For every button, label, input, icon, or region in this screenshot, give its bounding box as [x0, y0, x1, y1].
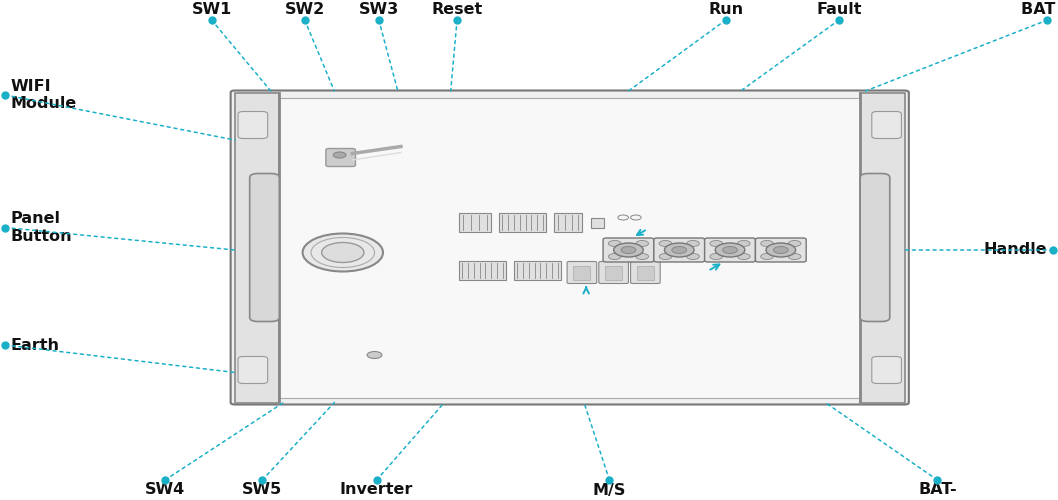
Bar [459, 260, 506, 280]
FancyBboxPatch shape [238, 112, 268, 138]
Circle shape [687, 240, 699, 246]
Text: SW2: SW2 [285, 2, 325, 18]
FancyBboxPatch shape [755, 238, 806, 262]
FancyBboxPatch shape [631, 262, 660, 283]
Circle shape [723, 246, 737, 254]
Circle shape [608, 240, 621, 246]
Text: Reset: Reset [432, 2, 482, 18]
FancyBboxPatch shape [250, 174, 279, 322]
FancyBboxPatch shape [705, 238, 755, 262]
Text: BAT +: BAT + [1021, 2, 1058, 18]
Circle shape [672, 246, 687, 254]
Text: Run: Run [708, 2, 744, 18]
Circle shape [761, 254, 773, 260]
FancyBboxPatch shape [599, 262, 628, 283]
Bar [554, 213, 582, 232]
Circle shape [659, 240, 672, 246]
Text: Panel
Button: Panel Button [11, 212, 72, 244]
Text: Handle: Handle [984, 242, 1047, 258]
Text: SW4: SW4 [145, 482, 185, 498]
Text: M/S: M/S [592, 482, 626, 498]
Circle shape [322, 242, 364, 262]
Bar [279, 98, 860, 398]
Circle shape [773, 246, 788, 254]
Bar [514, 260, 561, 280]
Text: WIFI
Module: WIFI Module [11, 79, 77, 111]
FancyBboxPatch shape [238, 356, 268, 384]
Bar [459, 213, 491, 232]
Circle shape [766, 243, 796, 257]
Text: SW1: SW1 [191, 2, 232, 18]
FancyBboxPatch shape [872, 112, 901, 138]
FancyBboxPatch shape [567, 262, 597, 283]
Text: Earth: Earth [11, 338, 59, 352]
Text: Fault: Fault [816, 2, 862, 18]
FancyBboxPatch shape [231, 90, 909, 405]
Circle shape [687, 254, 699, 260]
FancyBboxPatch shape [326, 148, 355, 166]
Bar [499, 213, 546, 232]
Circle shape [333, 152, 346, 158]
Bar [860, 92, 905, 403]
Circle shape [614, 243, 643, 257]
Circle shape [621, 246, 636, 254]
Circle shape [788, 240, 801, 246]
Circle shape [737, 240, 750, 246]
Circle shape [367, 352, 382, 358]
Circle shape [761, 240, 773, 246]
FancyBboxPatch shape [860, 174, 890, 322]
Circle shape [659, 254, 672, 260]
Circle shape [737, 254, 750, 260]
Text: SW3: SW3 [359, 2, 399, 18]
Text: SW5: SW5 [242, 482, 282, 498]
Bar [591, 218, 604, 228]
Text: BAT-: BAT- [918, 482, 956, 498]
Circle shape [710, 254, 723, 260]
Circle shape [788, 254, 801, 260]
FancyBboxPatch shape [872, 356, 901, 384]
Circle shape [618, 215, 628, 220]
Circle shape [631, 215, 641, 220]
FancyBboxPatch shape [603, 238, 654, 262]
Circle shape [608, 254, 621, 260]
Bar [573, 266, 590, 280]
Bar [605, 266, 622, 280]
Circle shape [664, 243, 694, 257]
Circle shape [303, 234, 383, 272]
FancyBboxPatch shape [654, 238, 705, 262]
Bar [235, 92, 279, 403]
Text: Inverter: Inverter [340, 482, 414, 498]
Circle shape [636, 254, 649, 260]
Circle shape [715, 243, 745, 257]
Circle shape [710, 240, 723, 246]
Bar [637, 266, 654, 280]
Circle shape [636, 240, 649, 246]
